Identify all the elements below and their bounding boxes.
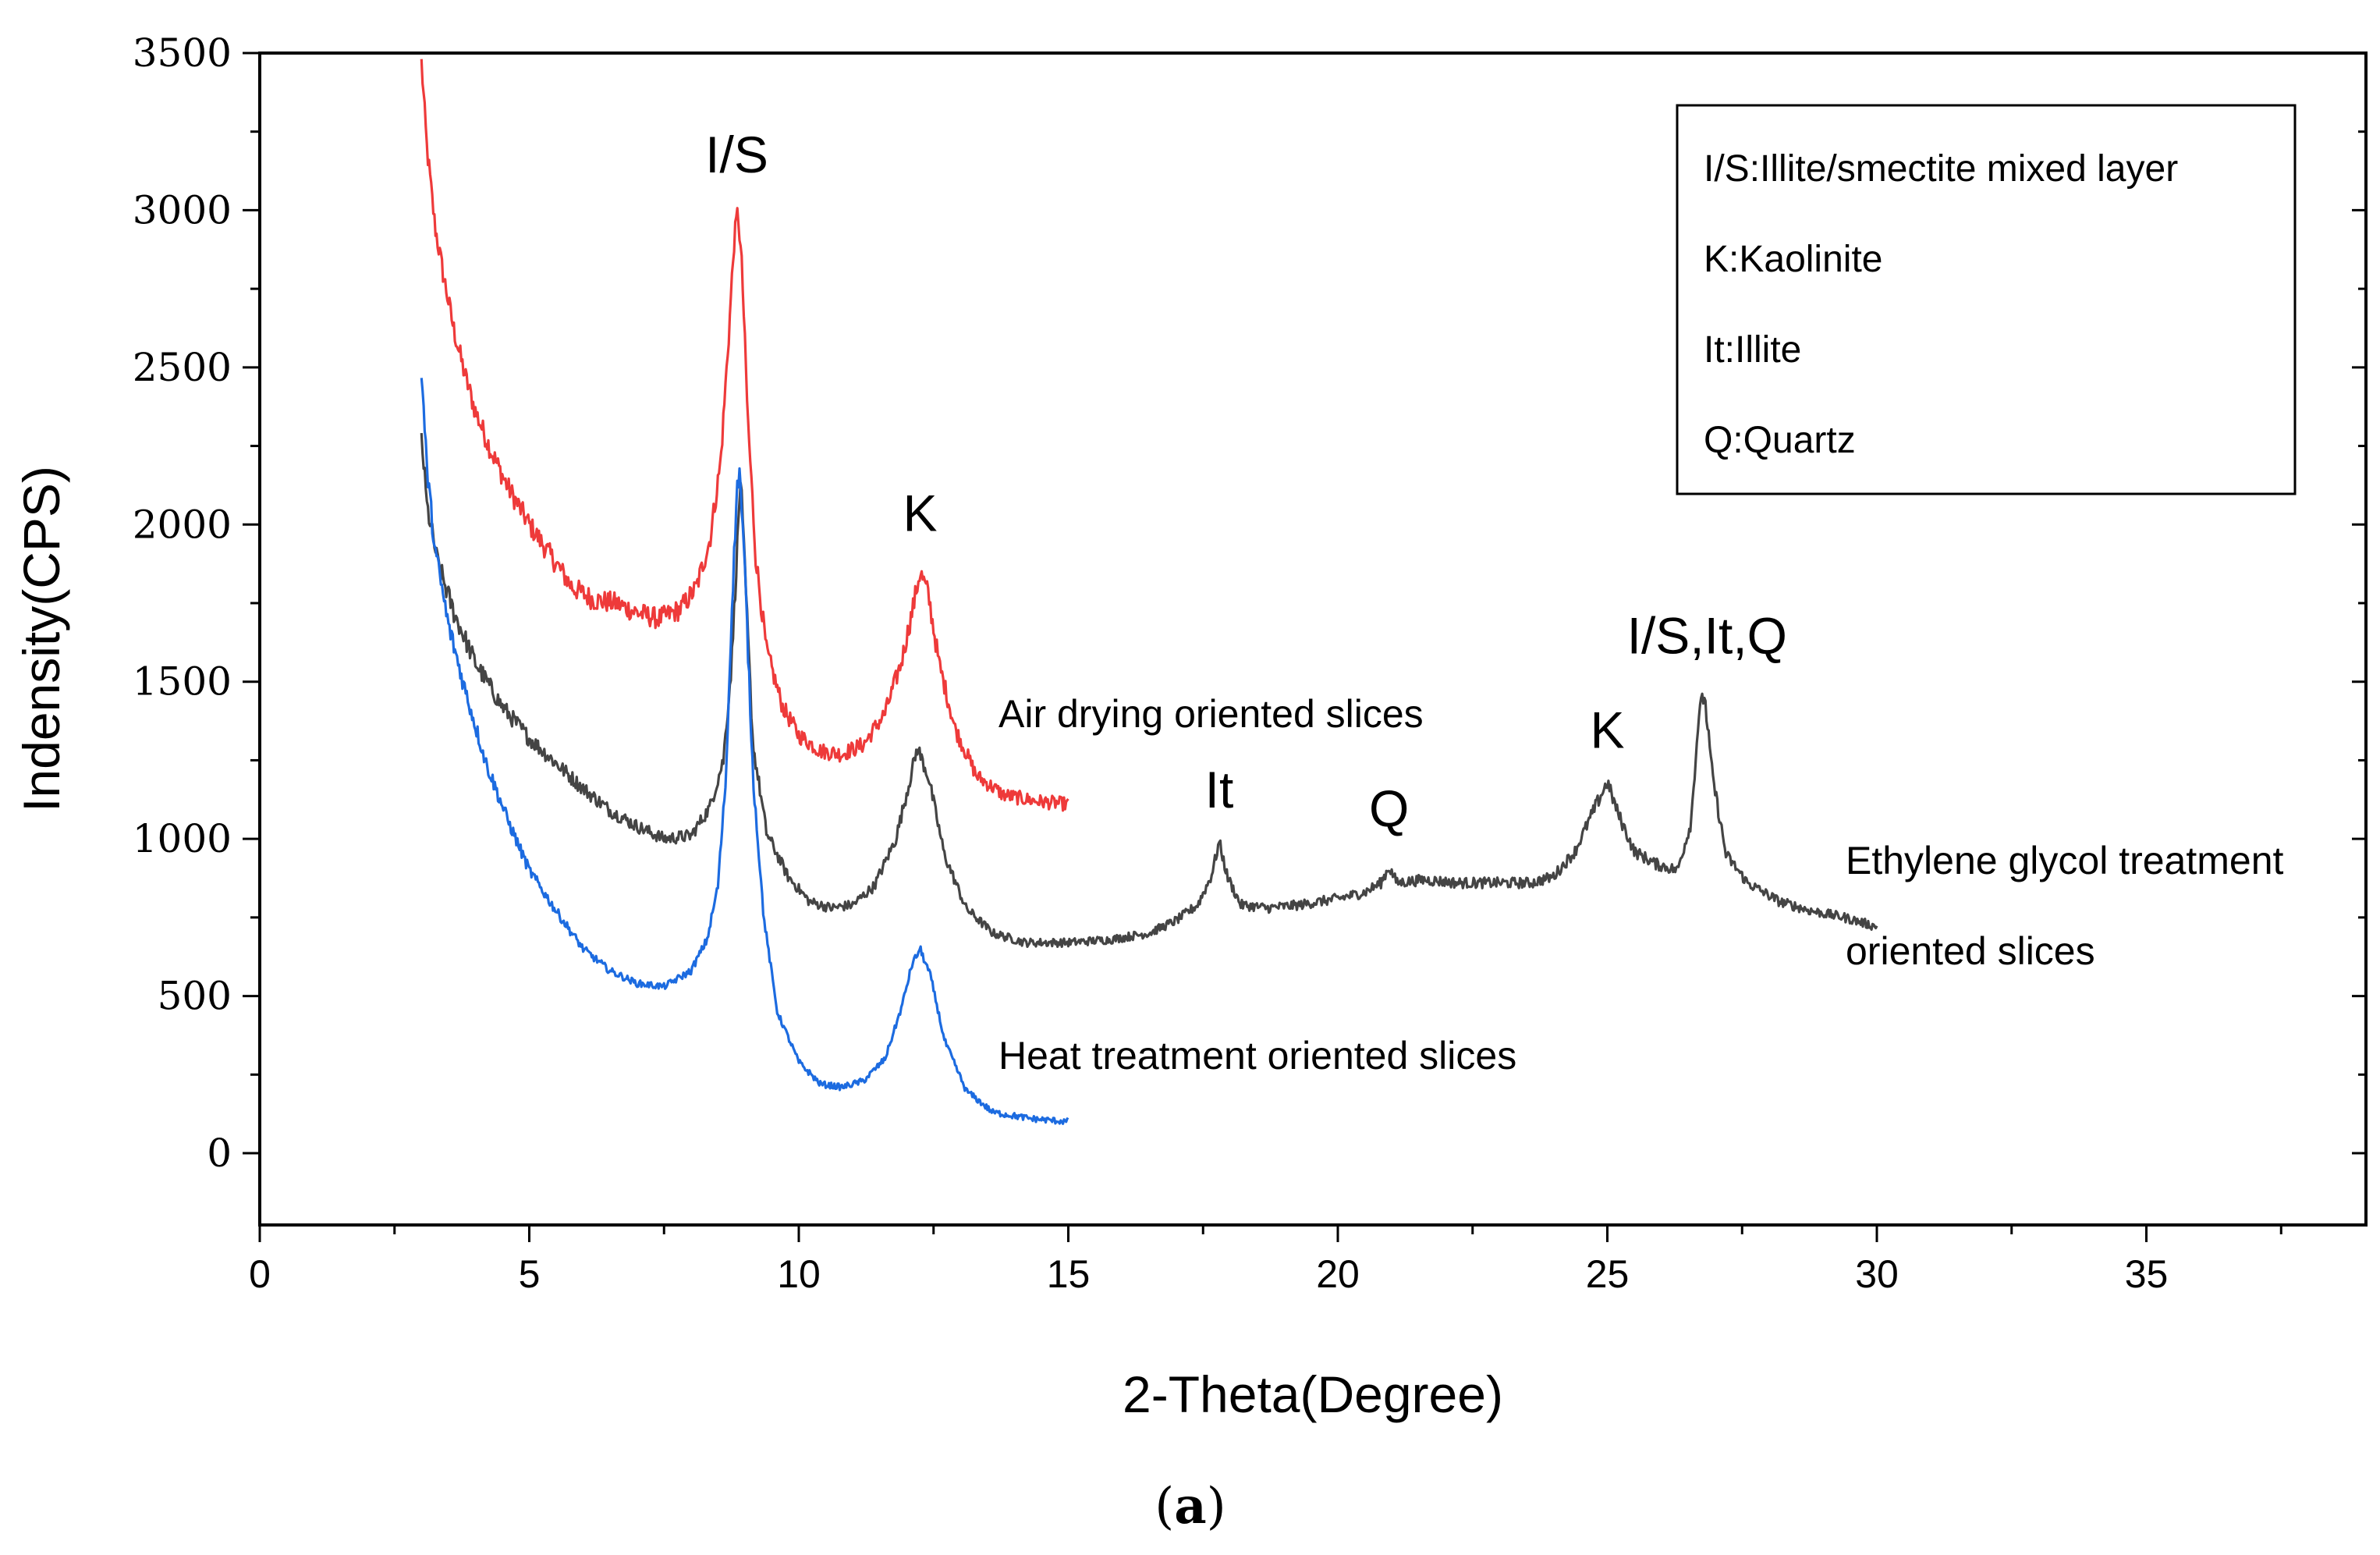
y-tick-label-3500: 3500	[133, 30, 232, 76]
caption-close-paren: )	[1207, 1478, 1226, 1535]
peak-label-1: K	[903, 484, 937, 541]
legend-entry-k: K:Kaolinite	[1704, 239, 1882, 280]
series-line-air-drying-oriented-slices	[420, 59, 1069, 812]
x-tick-label-15: 15	[1047, 1252, 1091, 1296]
legend-box	[1676, 104, 2297, 495]
peak-label-2: It	[1205, 761, 1234, 818]
axis-ticks: 0 5 10 15 20 25 30 35 0 500 1000 1500 2000 2500 3000 35…	[133, 30, 2366, 1296]
y-tick-label-2000: 2000	[133, 502, 232, 547]
series-line-ethylene-glycol-treatment-oriented-slices	[420, 433, 1878, 948]
x-tick-label-10: 10	[777, 1252, 821, 1296]
series-label-ethylene-glycol-line2: oriented slices	[1846, 929, 2095, 973]
figure-caption: (a)	[1155, 1477, 1225, 1535]
legend-entry-q: Q:Quartz	[1704, 420, 1856, 461]
y-tick-label-500: 500	[158, 974, 232, 1019]
plot-frame	[258, 51, 2368, 1227]
caption-letter: a	[1174, 1477, 1206, 1535]
x-tick-label-20: 20	[1316, 1252, 1360, 1296]
series-layer	[420, 59, 1878, 1125]
legend-entry-it: It:Illite	[1704, 329, 1801, 371]
peak-label-5: I/S,It,Q	[1627, 606, 1787, 664]
y-axis-title: Indensity(CPS)	[12, 466, 70, 812]
y-tick-label-0: 0	[207, 1131, 232, 1176]
y-tick-label-3000: 3000	[133, 187, 232, 233]
series-label-air-drying: Air drying oriented slices	[998, 692, 1424, 736]
peak-label-3: Q	[1369, 779, 1409, 837]
series-label-heat-treatment: Heat treatment oriented slices	[998, 1034, 1516, 1077]
x-tick-label-5: 5	[519, 1252, 541, 1296]
x-tick-label-0: 0	[249, 1252, 271, 1296]
series-label-ethylene-glycol-line1: Ethylene glycol treatment	[1846, 839, 2284, 882]
x-axis-title: 2-Theta(Degree)	[1123, 1365, 1503, 1423]
peak-label-0: I/S	[705, 126, 768, 183]
y-tick-label-1500: 1500	[133, 659, 232, 705]
caption-open-paren: (	[1155, 1478, 1174, 1535]
y-tick-label-1000: 1000	[133, 816, 232, 861]
x-tick-label-30: 30	[1855, 1252, 1899, 1296]
legend-entry-is: I/S:Illite/smectite mixed layer	[1704, 148, 2178, 190]
y-tick-label-2500: 2500	[133, 345, 232, 390]
x-tick-label-35: 35	[2125, 1252, 2169, 1296]
x-tick-label-25: 25	[1586, 1252, 1630, 1296]
legend: I/S:Illite/smectite mixed layer K:Kaolin…	[1676, 104, 2297, 495]
peak-label-4: K	[1590, 701, 1624, 758]
series-line-heat-treatment-oriented-slices	[420, 378, 1069, 1125]
